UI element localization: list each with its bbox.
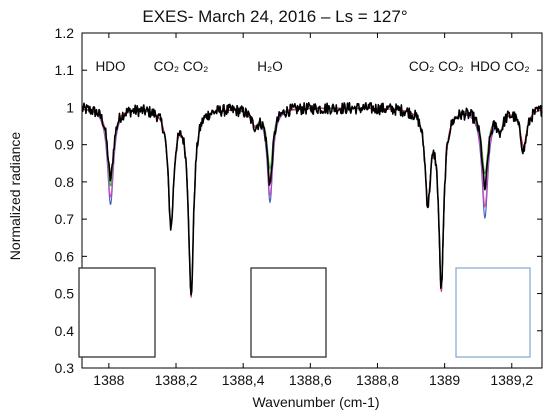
line-annotation: CO₂ CO₂	[409, 59, 464, 74]
inset-series-red	[79, 132, 155, 235]
y-tick-label: 0.3	[55, 360, 75, 376]
inset-spectra	[456, 137, 530, 227]
inset-series-blue	[251, 132, 326, 214]
y-tick-label: 1.1	[55, 62, 75, 78]
inset-frame	[455, 267, 531, 358]
inset-spectra	[251, 131, 326, 213]
inset-series-blue	[456, 138, 530, 227]
inset-series-blue	[79, 132, 155, 235]
line-annotation: HDO	[96, 59, 126, 74]
x-tick-label: 1389,2	[490, 372, 533, 388]
line-annotation: HDO CO₂	[470, 59, 529, 74]
inset-hdo-1388	[78, 132, 156, 358]
inset-background	[79, 268, 155, 357]
inset-series-red	[456, 137, 530, 198]
plot-area: 0.3 0.4 0.5 0.6 0.7 0.8 0.9 1 1.1 1.2 1388 1388,2 13…	[55, 25, 543, 388]
y-tick-label: 1	[66, 99, 74, 115]
y-axis-label: Normalized radiance	[7, 132, 23, 261]
inset-series-obs	[79, 132, 155, 235]
x-tick-label: 1388,4	[222, 372, 265, 388]
inset-h2o-1388-48	[250, 131, 327, 358]
y-tick-label: 0.4	[55, 323, 75, 339]
inset-series-green	[251, 131, 326, 184]
chart-title: EXES- March 24, 2016 – Ls = 127°	[142, 7, 407, 26]
inset-frame	[78, 267, 156, 358]
inset-spectra	[79, 132, 155, 235]
x-tick-label: 1388,6	[289, 372, 332, 388]
x-tick-label: 1389	[429, 372, 460, 388]
series-line-obs	[82, 101, 542, 296]
y-tick-label: 0.5	[55, 286, 75, 302]
inset-series-red	[251, 131, 326, 193]
line-annotation: CO₂ CO₂	[154, 59, 209, 74]
inset-series-obs	[456, 138, 530, 201]
y-tick-label: 0.6	[55, 248, 75, 264]
y-tick-label: 0.7	[55, 211, 75, 227]
inset-frame	[250, 267, 327, 358]
line-annotation: H₂O	[257, 59, 283, 74]
x-tick-label: 1388,8	[356, 372, 399, 388]
spectra-group	[82, 101, 542, 298]
inset-series-obs	[251, 131, 326, 197]
x-tick-label: 1388,2	[155, 372, 198, 388]
y-tick-label: 0.8	[55, 174, 75, 190]
inset-background	[456, 268, 530, 357]
inset-hdo-1389-12	[455, 137, 531, 358]
plot-frame	[81, 32, 543, 369]
x-tick-label: 1388	[93, 372, 124, 388]
x-axis-label: Wavenumber (cm-1)	[252, 394, 379, 410]
inset-series-green	[456, 137, 530, 188]
inset-background	[251, 268, 326, 357]
y-tick-label: 1.2	[55, 25, 75, 41]
inset-series-green	[79, 132, 155, 235]
y-tick-label: 0.9	[55, 137, 75, 153]
